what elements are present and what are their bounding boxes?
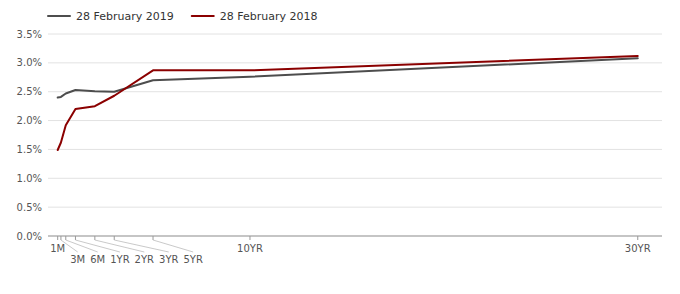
- legend-label: 28 February 2019: [76, 10, 174, 23]
- x-tick: [57, 236, 58, 240]
- y-axis: 0.0% 0.5% 1.0% 1.5% 2.0% 2.5% 3.0% 3.5%: [17, 29, 662, 242]
- plot-area: [58, 56, 638, 150]
- grid-line: [48, 149, 662, 150]
- legend-label: 28 February 2018: [220, 10, 318, 23]
- label-leader: [114, 240, 169, 252]
- x-tick: [75, 236, 76, 240]
- x-axis: 1M 3M 6M 1YR 2YR 3YR 5YR 10YR 30YR: [48, 236, 662, 265]
- x-tick-label: 6M: [90, 254, 105, 265]
- legend-swatch: [48, 15, 70, 17]
- x-axis-line: [48, 236, 662, 237]
- x-tick-label: 1M: [50, 243, 65, 254]
- x-tick: [249, 236, 250, 240]
- grid-line: [48, 178, 662, 179]
- series-line: [58, 58, 638, 97]
- chart: 0.0% 0.5% 1.0% 1.5% 2.0% 2.5% 3.0% 3.5% 1M 3M 6M 1Y…: [0, 0, 680, 294]
- legend: 28 February 2019 28 February 2018: [48, 10, 317, 23]
- x-tick: [637, 236, 638, 240]
- x-tick: [65, 236, 66, 240]
- y-tick-label: 0.5%: [17, 202, 42, 213]
- x-tick-label: 3YR: [159, 254, 178, 265]
- label-leader: [75, 240, 119, 252]
- y-tick-label: 2.0%: [17, 115, 42, 126]
- x-tick: [114, 236, 115, 240]
- y-tick-label: 1.5%: [17, 144, 42, 155]
- x-tick-label: 3M: [70, 254, 85, 265]
- y-tick-label: 1.0%: [17, 173, 42, 184]
- x-tick: [94, 236, 95, 240]
- series-line: [58, 56, 638, 150]
- label-leader: [153, 240, 193, 252]
- grid-line: [48, 34, 662, 35]
- y-tick-label: 3.5%: [17, 29, 42, 40]
- y-tick-label: 2.5%: [17, 86, 42, 97]
- y-tick-label: 3.0%: [17, 57, 42, 68]
- y-tick-label: 0.0%: [17, 231, 42, 242]
- x-tick: [60, 236, 61, 240]
- x-tick-label: 5YR: [183, 254, 202, 265]
- x-tick-label: 30YR: [625, 243, 651, 254]
- x-tick-label: 10YR: [237, 243, 263, 254]
- legend-swatch: [192, 15, 214, 17]
- grid-line: [48, 236, 662, 237]
- grid-line: [48, 62, 662, 63]
- grid-line: [48, 91, 662, 92]
- x-tick-label: 2YR: [135, 254, 154, 265]
- label-leader: [61, 240, 78, 252]
- label-leader: [95, 240, 144, 252]
- x-tick-label: 1YR: [110, 254, 129, 265]
- grid-line: [48, 120, 662, 121]
- x-tick: [153, 236, 154, 240]
- grid-line: [48, 207, 662, 208]
